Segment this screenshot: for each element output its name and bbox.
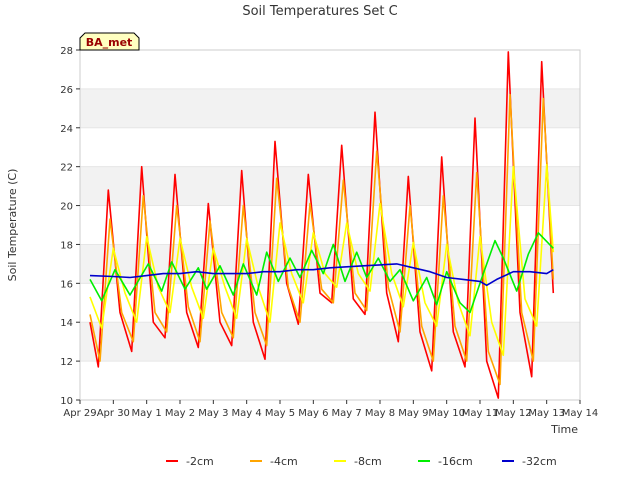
- x-axis: Apr 29 Apr 30 May 1 May 2 May 3 May 4 May 5 May…: [63, 400, 598, 419]
- y-axis: 10 12 14 16 18 20 22 24 26 28: [60, 46, 80, 407]
- legend: -2cm -4cm -8cm -16cm -32cm: [166, 455, 557, 468]
- grid-band: [80, 127, 580, 167]
- x-tick-label: Apr 29: [63, 408, 96, 419]
- chart-title: Soil Temperatures Set C: [242, 4, 397, 19]
- grid-band: [80, 283, 580, 323]
- y-tick-label: 20: [60, 202, 73, 213]
- series-line-neg8cm: [89, 163, 555, 357]
- y-tick-label: 28: [60, 46, 73, 57]
- x-tick-label: May 6: [298, 408, 328, 419]
- legend-label: -32cm: [522, 455, 557, 468]
- y-tick-label: 10: [60, 396, 73, 407]
- station-label: BA_met: [86, 36, 133, 49]
- x-tick-label: May 5: [265, 408, 295, 419]
- grid-band: [80, 166, 580, 206]
- legend-label: -8cm: [354, 455, 382, 468]
- x-tick-label: Apr 30: [97, 408, 130, 419]
- grid-bands: [80, 49, 580, 401]
- grid-band: [80, 361, 580, 400]
- station-label-box: BA_met: [79, 32, 140, 51]
- x-tick-label: May 1: [132, 408, 162, 419]
- series-line-neg4cm: [89, 93, 555, 386]
- x-tick-label: May 9: [398, 408, 428, 419]
- series-line-neg16cm: [89, 232, 554, 314]
- x-tick-label: May 11: [462, 408, 499, 419]
- y-tick-label: 16: [60, 279, 73, 290]
- x-tick-label: May 14: [562, 408, 599, 419]
- y-tick-label: 18: [60, 240, 73, 251]
- grid-band: [80, 50, 580, 89]
- y-tick-label: 26: [60, 85, 73, 96]
- x-tick-label: May 12: [495, 408, 532, 419]
- x-tick-label: May 13: [528, 408, 565, 419]
- legend-label: -4cm: [270, 455, 298, 468]
- y-tick-label: 24: [60, 124, 73, 135]
- grid-band: [80, 322, 580, 362]
- y-tick-label: 22: [60, 163, 73, 174]
- y-tick-label: 12: [60, 357, 73, 368]
- grid-band: [80, 88, 580, 128]
- y-tick-label: 14: [60, 318, 73, 329]
- x-tick-label: May 2: [165, 408, 195, 419]
- x-tick-label: May 7: [332, 408, 362, 419]
- legend-label: -2cm: [186, 455, 214, 468]
- x-tick-label: May 3: [198, 408, 228, 419]
- legend-label: -16cm: [438, 455, 473, 468]
- x-tick-label: May 4: [232, 408, 262, 419]
- series-line-neg2cm: [89, 51, 555, 399]
- grid-band: [80, 244, 580, 284]
- series-group: [89, 51, 555, 399]
- x-axis-label: Time: [550, 423, 578, 436]
- plot-area-border: [79, 49, 581, 401]
- x-tick-label: May 10: [428, 408, 465, 419]
- grid-band: [80, 205, 580, 245]
- series-line-neg32cm: [89, 263, 554, 287]
- y-axis-label: Soil Temperature (C): [6, 169, 19, 282]
- x-tick-label: May 8: [365, 408, 395, 419]
